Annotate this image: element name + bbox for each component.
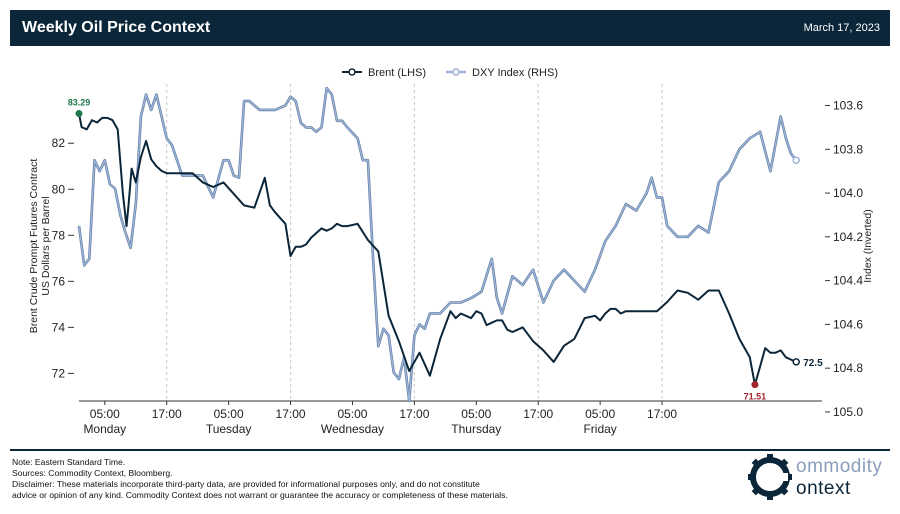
footnotes: Note: Eastern Standard Time. Sources: Co… bbox=[12, 457, 712, 501]
y-right-tick-label: 105.0 bbox=[833, 405, 863, 419]
x-tick-label: 05:00 bbox=[214, 407, 244, 421]
footer-divider bbox=[10, 449, 890, 451]
y-right-tick-label: 104.8 bbox=[833, 361, 863, 375]
x-day-label: Tuesday bbox=[206, 422, 252, 436]
y-right-tick-label: 104.6 bbox=[833, 317, 863, 331]
header-bar: Weekly Oil Price Context March 17, 2023 bbox=[10, 10, 890, 46]
y-right-tick-label: 104.2 bbox=[833, 230, 863, 244]
y-right-label: Index (Inverted) bbox=[862, 209, 874, 283]
y-left-tick-label: 82 bbox=[52, 136, 66, 150]
footnote-sources: Sources: Commodity Context, Bloomberg. bbox=[12, 468, 173, 478]
brent-min-label: 71.51 bbox=[744, 392, 767, 402]
y-left-tick-label: 78 bbox=[52, 228, 66, 242]
y-right-tick-label: 103.8 bbox=[833, 142, 863, 156]
brent-max-point bbox=[75, 110, 83, 118]
dxy-line-outline bbox=[77, 86, 798, 403]
x-tick-label: 17:00 bbox=[399, 407, 429, 421]
brent-min-point bbox=[751, 381, 759, 389]
footnote-disclaimer-2: advice or opinion of any kind. Commodity… bbox=[12, 490, 508, 500]
gear-c-icon bbox=[747, 454, 793, 500]
brent-last-point bbox=[792, 358, 800, 366]
dxy-last-point bbox=[792, 156, 800, 164]
x-tick-label: 17:00 bbox=[276, 407, 306, 421]
x-tick-label: 17:00 bbox=[647, 407, 677, 421]
x-day-label: Friday bbox=[583, 422, 616, 436]
legend-dxy-marker bbox=[452, 68, 460, 76]
legend-brent-marker bbox=[348, 68, 356, 76]
y-left-tick-label: 74 bbox=[52, 320, 66, 334]
x-tick-label: 05:00 bbox=[461, 407, 491, 421]
y-left-label-line1: Brent Crude Prompt Futures Contract bbox=[28, 159, 40, 334]
x-tick-label: 05:00 bbox=[585, 407, 615, 421]
x-tick-label: 05:00 bbox=[90, 407, 120, 421]
y-left-tick-label: 76 bbox=[52, 274, 66, 288]
y-left-tick-label: 72 bbox=[52, 366, 66, 380]
y-right-tick-label: 104.4 bbox=[833, 274, 863, 288]
x-tick-label: 17:00 bbox=[523, 407, 553, 421]
brent-max-label: 83.29 bbox=[68, 98, 91, 108]
x-day-label: Wednesday bbox=[321, 422, 384, 436]
legend-brent-label: Brent (LHS) bbox=[368, 67, 426, 79]
x-day-label: Thursday bbox=[451, 422, 501, 436]
commodity-context-logo: ommodity ontext bbox=[747, 452, 888, 506]
brent-line bbox=[78, 113, 797, 386]
y-left-label-line2: US Dollars per Barrel bbox=[40, 196, 52, 295]
chart-date: March 17, 2023 bbox=[803, 22, 880, 34]
x-day-label: Monday bbox=[83, 422, 126, 436]
y-left-tick-label: 80 bbox=[52, 182, 66, 196]
x-tick-label: 17:00 bbox=[152, 407, 182, 421]
logo-word-context: ontext bbox=[796, 478, 851, 499]
legend-dxy-label: DXY Index (RHS) bbox=[472, 67, 558, 79]
brent-last-label: 72.5 bbox=[803, 358, 823, 369]
y-right-tick-label: 104.0 bbox=[833, 186, 863, 200]
dxy-line bbox=[78, 87, 797, 402]
chart-title: Weekly Oil Price Context bbox=[22, 19, 211, 36]
y-right-tick-label: 103.6 bbox=[833, 99, 863, 113]
x-tick-label: 05:00 bbox=[337, 407, 367, 421]
logo-word-commodity: ommodity bbox=[796, 456, 883, 477]
footnote-note: Note: Eastern Standard Time. bbox=[12, 457, 126, 467]
footnote-disclaimer-1: Disclaimer: These materials incorporate … bbox=[12, 479, 480, 489]
